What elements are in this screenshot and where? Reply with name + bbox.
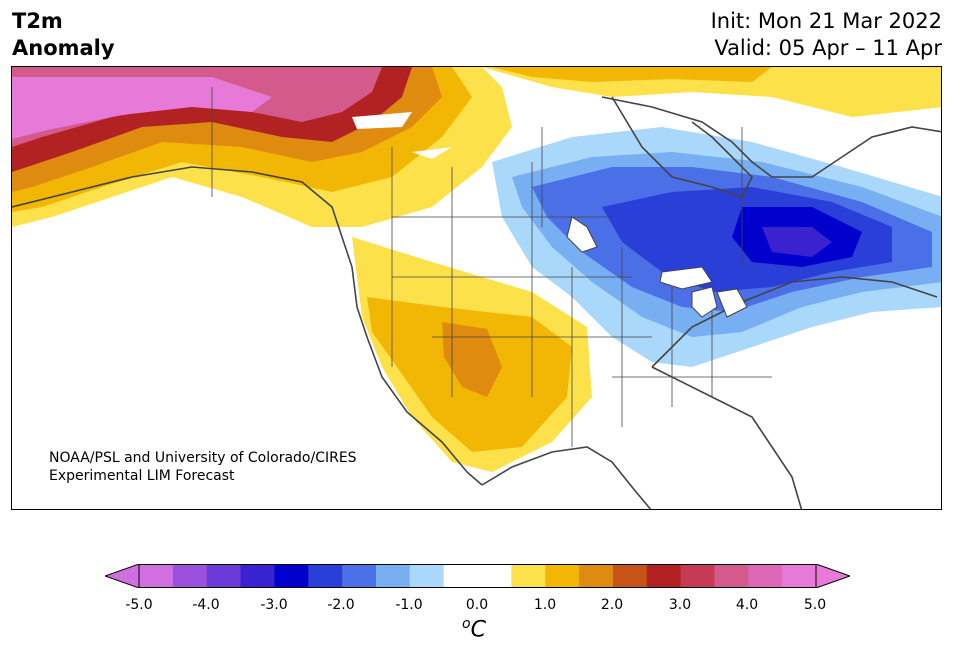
white-artifact-2 <box>412 147 452 159</box>
colorbar-segment <box>443 564 478 588</box>
state-borders <box>211 87 772 447</box>
colorbar-segment <box>308 564 343 588</box>
tick-label: 2.0 <box>600 597 624 613</box>
colorbar-segment <box>545 564 580 588</box>
colorbar-segment <box>646 564 682 588</box>
tick-label: -1.0 <box>395 597 423 613</box>
tick-label: -2.0 <box>327 597 355 613</box>
great-lakes <box>566 216 748 318</box>
colorbar-segment <box>714 564 749 588</box>
tick-label: 1.0 <box>533 597 557 613</box>
tick-label: -4.0 <box>192 597 220 613</box>
colorbar-over-arrow <box>815 563 852 589</box>
colorbar-ticks: -5.0 -4.0 -3.0 -2.0 -1.0 0.0 1.0 2.0 3.0… <box>0 597 953 617</box>
unit-letter: C <box>470 617 486 643</box>
colorbar-segment <box>240 564 275 588</box>
colorbar-under-arrow <box>103 563 140 589</box>
colorbar-segment <box>511 564 546 588</box>
tick-label: -5.0 <box>125 597 153 613</box>
colorbar-frame <box>138 564 817 588</box>
colorbar-segment <box>206 564 242 588</box>
colorbar-segment <box>375 564 411 588</box>
colorbar-segment <box>782 564 817 588</box>
colorbar-segment <box>139 564 174 588</box>
credit-line-2: Experimental LIM Forecast <box>49 468 235 484</box>
title-line-1: T2m <box>12 9 63 33</box>
valid-date: Valid: 05 Apr – 11 Apr <box>714 36 942 60</box>
init-date: Init: Mon 21 Mar 2022 <box>710 9 942 33</box>
white-artifact-1 <box>352 112 412 129</box>
warm-region-southwest-dark <box>442 322 502 397</box>
colorbar-segment <box>172 564 208 588</box>
unit-label: oC <box>462 616 486 642</box>
unit-degree: o <box>462 616 471 632</box>
tick-label: 5.0 <box>803 597 827 613</box>
colorbar-segment <box>477 564 512 588</box>
colorbar-segment <box>274 564 309 588</box>
anomaly-map: NOAA/PSL and University of Colorado/CIRE… <box>11 66 942 510</box>
colorbar-segment <box>680 564 715 588</box>
colorbar-svg <box>103 563 852 589</box>
tick-label: -3.0 <box>260 597 288 613</box>
map-svg <box>12 67 941 509</box>
title-line-2: Anomaly <box>12 36 115 60</box>
colorbar-segment <box>748 564 783 588</box>
colorbar <box>103 563 852 592</box>
colorbar-segment <box>579 564 614 588</box>
colorbar-segment <box>612 564 648 588</box>
date-info: Init: Mon 21 Mar 2022 Valid: 05 Apr – 11… <box>711 8 942 62</box>
credit-text: NOAA/PSL and University of Colorado/CIRE… <box>49 449 357 485</box>
colorbar-segment <box>342 564 377 588</box>
warm-region-alaska-pink <box>12 77 272 139</box>
map-title: T2m Anomaly <box>12 8 115 62</box>
tick-label: 3.0 <box>668 597 692 613</box>
tick-label: 0.0 <box>465 597 489 613</box>
warm-region-arctic-orange <box>492 67 772 82</box>
cold-region-center <box>762 227 832 257</box>
colorbar-segment <box>409 564 445 588</box>
credit-line-1: NOAA/PSL and University of Colorado/CIRE… <box>49 450 357 466</box>
tick-label: 4.0 <box>735 597 759 613</box>
